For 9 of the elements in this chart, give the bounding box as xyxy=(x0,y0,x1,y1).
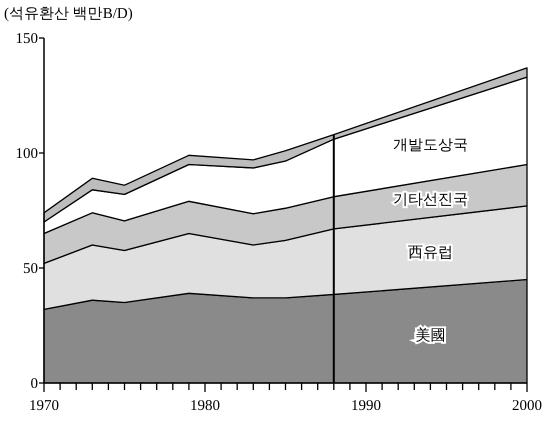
x-tick-label: 2000 xyxy=(512,398,542,414)
y-tick-label: 0 xyxy=(30,376,38,392)
x-tick-label: 1980 xyxy=(190,398,220,414)
y-tick-label: 100 xyxy=(16,146,38,162)
x-tick-label: 1990 xyxy=(351,398,381,414)
y-axis-title: (석유환산 백만B/D) xyxy=(4,6,133,22)
y-tick-label: 50 xyxy=(23,261,38,277)
y-tick-label: 150 xyxy=(16,31,38,47)
x-tick-label: 1970 xyxy=(29,398,59,414)
